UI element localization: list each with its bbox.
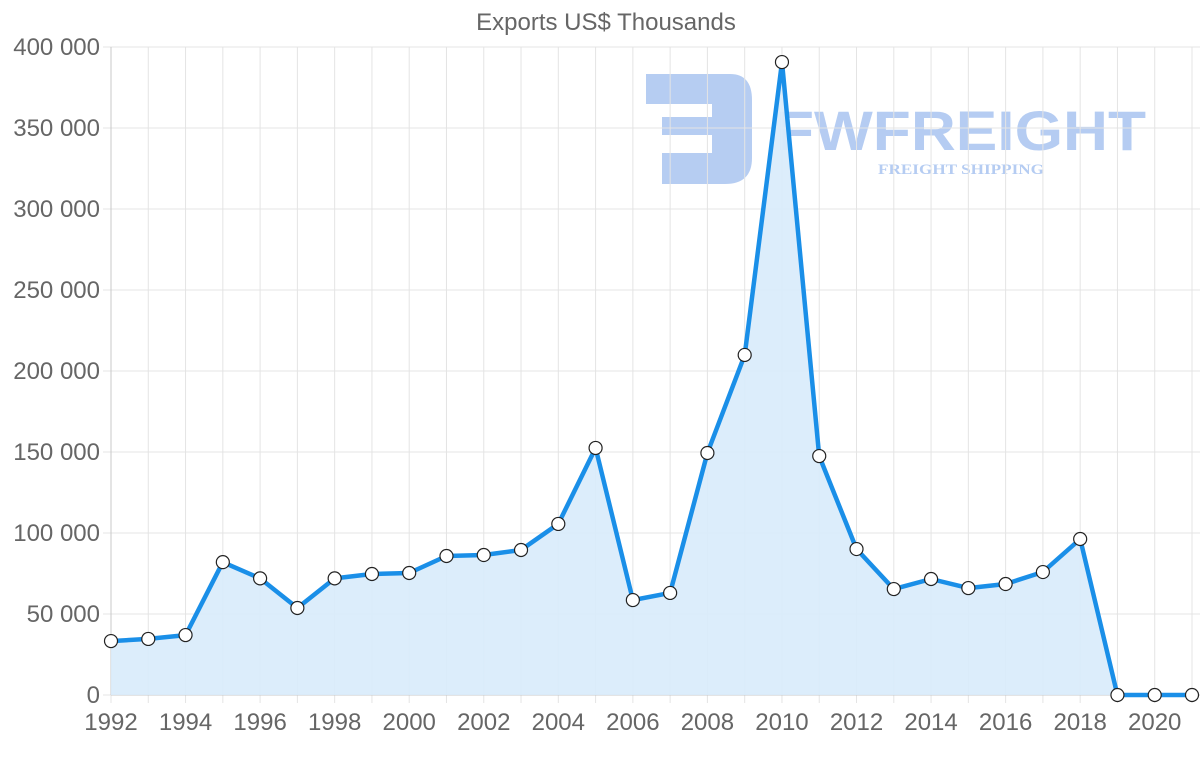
- data-point[interactable]: [961, 580, 976, 596]
- x-tick-label: 2012: [830, 709, 883, 736]
- data-point[interactable]: [812, 448, 827, 464]
- data-point[interactable]: [141, 631, 156, 647]
- y-tick-label: 0: [87, 682, 100, 709]
- y-tick-label: 350 000: [13, 115, 100, 142]
- data-point[interactable]: [1147, 687, 1162, 703]
- y-tick-label: 250 000: [13, 277, 100, 304]
- data-point[interactable]: [551, 516, 566, 532]
- data-point[interactable]: [439, 548, 454, 564]
- x-tick-label: 2000: [383, 709, 436, 736]
- data-point[interactable]: [774, 54, 790, 70]
- y-tick-label: 150 000: [13, 439, 100, 466]
- series-points: [103, 54, 1200, 703]
- x-tick-label: 1996: [233, 709, 286, 736]
- chart-title: Exports US$ Thousands: [476, 9, 736, 36]
- x-tick-label: 2002: [457, 709, 510, 736]
- data-point[interactable]: [364, 566, 380, 582]
- data-point[interactable]: [625, 592, 640, 608]
- x-tick-label: 2004: [532, 709, 585, 736]
- data-point[interactable]: [402, 565, 417, 581]
- data-point[interactable]: [1035, 564, 1050, 580]
- data-point[interactable]: [476, 547, 491, 563]
- x-tick-label: 2020: [1128, 709, 1181, 736]
- watermark-tagline: FREIGHT SHIPPING: [878, 162, 1044, 178]
- series-fill: [111, 62, 1192, 696]
- data-point[interactable]: [178, 627, 193, 643]
- data-point[interactable]: [849, 541, 864, 557]
- x-tick-label: 2014: [904, 709, 957, 736]
- watermark-brand: FWFREIGHT: [776, 99, 1146, 162]
- data-point[interactable]: [1184, 687, 1200, 703]
- data-point[interactable]: [886, 581, 901, 597]
- data-point[interactable]: [998, 576, 1013, 592]
- data-point[interactable]: [588, 440, 603, 456]
- data-point[interactable]: [103, 633, 119, 649]
- x-tick-label: 1992: [84, 709, 137, 736]
- data-point[interactable]: [290, 600, 305, 616]
- y-tick-label: 300 000: [13, 196, 100, 223]
- data-point[interactable]: [215, 555, 230, 570]
- y-tick-label: 50 000: [27, 601, 100, 628]
- data-point[interactable]: [923, 571, 939, 587]
- x-tick-label: 2008: [681, 709, 734, 736]
- x-tick-label: 1998: [308, 709, 361, 736]
- fwfreight-watermark: FWFREIGHT FREIGHT SHIPPING: [646, 74, 1146, 184]
- x-tick-label: 2016: [979, 709, 1032, 736]
- data-point[interactable]: [1073, 531, 1088, 547]
- y-tick-label: 100 000: [13, 520, 100, 547]
- data-point[interactable]: [700, 445, 715, 461]
- y-axis-ticks: 0 50 000 100 000 150 000 200 000 250 000 300 0…: [13, 34, 100, 709]
- data-point[interactable]: [253, 571, 268, 586]
- data-point[interactable]: [737, 347, 752, 363]
- fwfreight-logo-icon: [646, 74, 752, 184]
- data-point[interactable]: [1110, 687, 1125, 703]
- y-tick-label: 200 000: [13, 358, 100, 385]
- x-axis-ticks: 1992 1994 1996 1998 2000 2002 2004 2006 2008 2010…: [84, 709, 1181, 736]
- x-tick-label: 2006: [606, 709, 659, 736]
- x-tick-label: 1994: [159, 709, 212, 736]
- y-tick-label: 400 000: [13, 34, 100, 61]
- data-point[interactable]: [327, 571, 342, 586]
- x-tick-label: 2018: [1053, 709, 1106, 736]
- data-point[interactable]: [513, 542, 529, 558]
- x-tick-label: 2010: [755, 709, 808, 736]
- data-point[interactable]: [663, 585, 678, 601]
